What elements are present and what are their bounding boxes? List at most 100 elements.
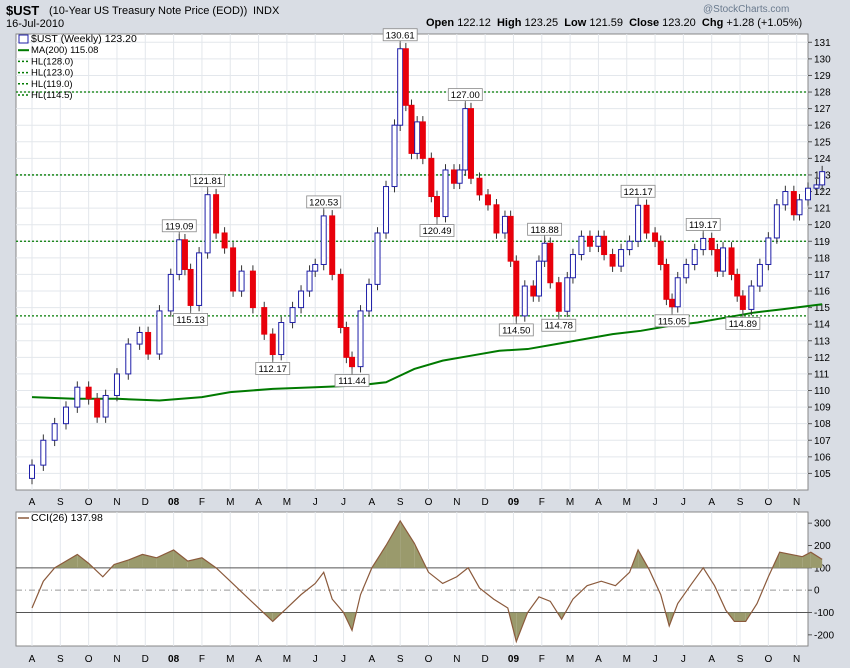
x-axis-label: S <box>57 497 64 508</box>
chg-value: +1.28 (+1.05%) <box>726 17 803 29</box>
candle <box>507 215 514 262</box>
price-tick-label: 113 <box>814 336 830 347</box>
candle <box>728 247 735 275</box>
legend-label: HL(123.0) <box>31 68 73 79</box>
x-axis-label: A <box>255 497 262 508</box>
cci-x-axis-label: N <box>793 654 800 665</box>
cci-fill <box>156 549 174 568</box>
price-tick-label: 112 <box>814 353 830 364</box>
x-axis-label: J <box>653 497 658 508</box>
cci-x-axis-label: F <box>199 654 205 665</box>
candle <box>796 199 803 216</box>
x-axis-label: A <box>708 497 715 508</box>
cci-x-axis-label: N <box>453 654 460 665</box>
cci-x-axis-label: J <box>341 654 346 665</box>
cci-x-axis-label: O <box>425 654 433 665</box>
candle <box>312 263 319 272</box>
candle <box>306 270 313 292</box>
cci-x-axis-label: M <box>566 654 574 665</box>
candle <box>357 310 364 368</box>
legend-label: HL(114.5) <box>31 90 73 101</box>
x-axis-label: N <box>113 497 120 508</box>
open-value: 122.12 <box>457 17 491 29</box>
legend-label: $UST (Weekly) 123.20 <box>31 33 137 45</box>
annotation-box <box>498 323 534 337</box>
candle <box>450 169 457 184</box>
candle <box>657 240 664 265</box>
x-axis-label: J <box>681 497 686 508</box>
cci-x-axis-label: A <box>708 654 715 665</box>
annotation-label: 120.53 <box>309 197 338 208</box>
cci-tick-label: -100 <box>814 608 834 619</box>
annotation-box <box>255 362 291 375</box>
x-axis-label: D <box>142 497 149 508</box>
candle <box>748 285 755 310</box>
candle <box>383 186 390 234</box>
cci-x-axis-label: D <box>482 654 489 665</box>
candle <box>467 108 474 179</box>
annotation-box <box>527 222 563 236</box>
candle <box>663 263 670 300</box>
x-axis-label: F <box>539 497 545 508</box>
annotation-box <box>161 219 197 233</box>
cci-x-axis-label: S <box>737 654 744 665</box>
cci-fill <box>128 554 143 568</box>
candle <box>609 254 616 267</box>
annotation-label: 114.89 <box>729 319 757 330</box>
candle <box>408 104 415 154</box>
candle <box>62 406 69 425</box>
candle <box>813 184 820 189</box>
candle <box>181 239 188 270</box>
candle <box>397 48 404 126</box>
candle <box>349 356 356 368</box>
date-label: 16-Jul-2010 <box>6 18 65 30</box>
candle <box>213 194 220 234</box>
candle <box>643 204 650 234</box>
price-tick-label: 128 <box>814 88 831 99</box>
candle <box>708 237 715 251</box>
cci-fill <box>400 520 415 568</box>
candle <box>521 285 528 317</box>
annotation-label: 114.78 <box>545 321 573 332</box>
candle <box>113 373 120 396</box>
low-value: 121.59 <box>589 17 623 29</box>
candle <box>136 331 143 345</box>
price-tick-label: 129 <box>814 71 831 82</box>
candle <box>493 204 500 234</box>
annotation-box <box>419 224 455 237</box>
candle <box>476 177 483 196</box>
annotation-label: 119.09 <box>165 221 193 232</box>
candle <box>456 169 463 184</box>
candle <box>176 239 183 275</box>
high-value: 123.25 <box>524 17 559 29</box>
candle <box>40 439 47 466</box>
candle <box>501 215 508 234</box>
cci-x-axis-label: F <box>539 654 545 665</box>
candle <box>196 252 203 306</box>
price-tick-label: 120 <box>814 220 831 231</box>
candle <box>51 423 58 441</box>
watermark: @StockCharts.com <box>703 4 790 15</box>
candle <box>535 260 542 297</box>
price-tick-label: 114 <box>814 320 830 331</box>
cci-x-axis-label: M <box>226 654 234 665</box>
candle <box>337 273 344 328</box>
candle <box>278 322 285 356</box>
legend-label: HL(119.0) <box>31 79 73 90</box>
price-tick-label: 110 <box>814 386 830 397</box>
x-axis-label: 09 <box>508 497 520 508</box>
annotation-label: 121.81 <box>193 176 222 187</box>
cci-x-axis-label: A <box>255 654 262 665</box>
candle <box>230 247 237 292</box>
cci-x-axis-label: 08 <box>168 654 180 665</box>
cci-tick-label: 200 <box>814 541 831 552</box>
candle <box>756 263 763 287</box>
cci-x-axis-label: M <box>623 654 631 665</box>
annotation-box <box>190 174 225 188</box>
x-axis-label: J <box>341 497 346 508</box>
candle <box>683 263 690 279</box>
high-label: High <box>496 17 522 29</box>
candle <box>669 298 676 308</box>
price-tick-label: 124 <box>814 154 831 165</box>
